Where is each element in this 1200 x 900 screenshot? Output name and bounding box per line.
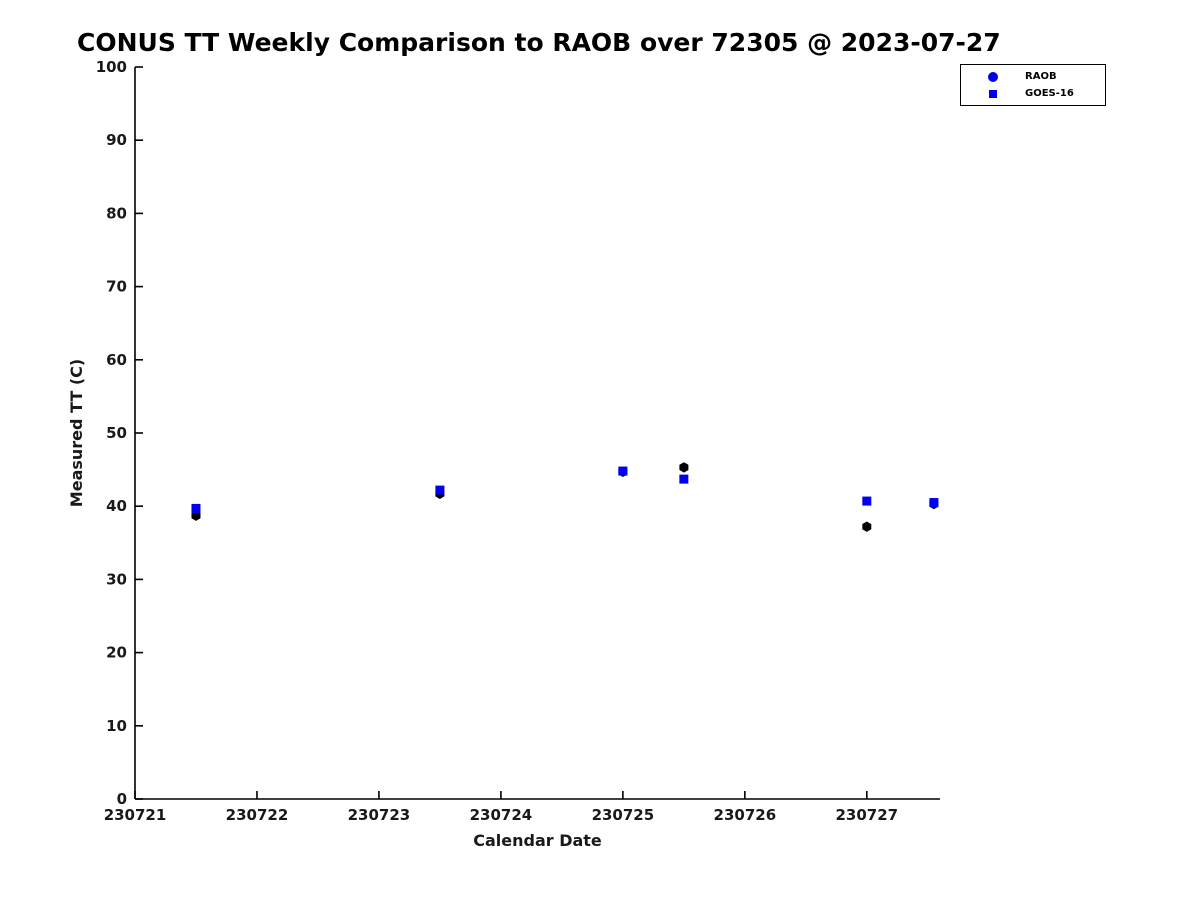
y-tick-label: 40 bbox=[106, 497, 127, 515]
x-axis-label: Calendar Date bbox=[473, 831, 602, 850]
y-tick-label: 20 bbox=[106, 644, 127, 662]
y-tick-label: 70 bbox=[106, 278, 127, 296]
data-point-goes-16 bbox=[929, 498, 939, 508]
legend-label-goes16: GOES-16 bbox=[1025, 88, 1074, 99]
x-tick-label: 230724 bbox=[470, 806, 533, 824]
goes16-legend-marker bbox=[989, 89, 997, 98]
data-point-goes-16 bbox=[191, 503, 201, 513]
chart-title: CONUS TT Weekly Comparison to RAOB over … bbox=[77, 28, 1001, 57]
data-point-raob bbox=[679, 462, 689, 473]
data-point-goes-16 bbox=[679, 474, 689, 484]
y-tick-label: 100 bbox=[96, 58, 127, 76]
data-point-raob bbox=[191, 510, 201, 521]
y-tick-label: 10 bbox=[106, 717, 127, 735]
y-tick-label: 90 bbox=[106, 131, 127, 149]
x-tick-label: 230727 bbox=[836, 806, 899, 824]
x-tick-label: 230721 bbox=[104, 806, 167, 824]
y-tick-label: 30 bbox=[106, 570, 127, 588]
y-tick-label: 80 bbox=[106, 204, 127, 222]
legend-label-raob: RAOB bbox=[1025, 71, 1057, 82]
x-tick-label: 230726 bbox=[714, 806, 777, 824]
y-axis-label: Measured TT (C) bbox=[67, 359, 86, 507]
data-point-goes-16 bbox=[435, 485, 445, 495]
legend: RAOB GOES-16 bbox=[960, 64, 1106, 106]
y-tick-label: 60 bbox=[106, 351, 127, 369]
y-tick-label: 0 bbox=[117, 790, 127, 808]
raob-marker-icon bbox=[988, 71, 998, 82]
legend-item-goes16: GOES-16 bbox=[961, 85, 1105, 102]
legend-item-raob: RAOB bbox=[961, 68, 1105, 85]
x-tick-label: 230725 bbox=[592, 806, 655, 824]
raob-legend-marker bbox=[988, 71, 998, 82]
data-point-goes-16 bbox=[862, 496, 872, 506]
x-tick-label: 230723 bbox=[348, 806, 411, 824]
goes16-marker-icon bbox=[989, 89, 997, 98]
data-point-raob bbox=[862, 521, 872, 532]
y-tick-label: 50 bbox=[106, 424, 127, 442]
x-tick-label: 230722 bbox=[226, 806, 289, 824]
data-point-goes-16 bbox=[618, 466, 628, 476]
